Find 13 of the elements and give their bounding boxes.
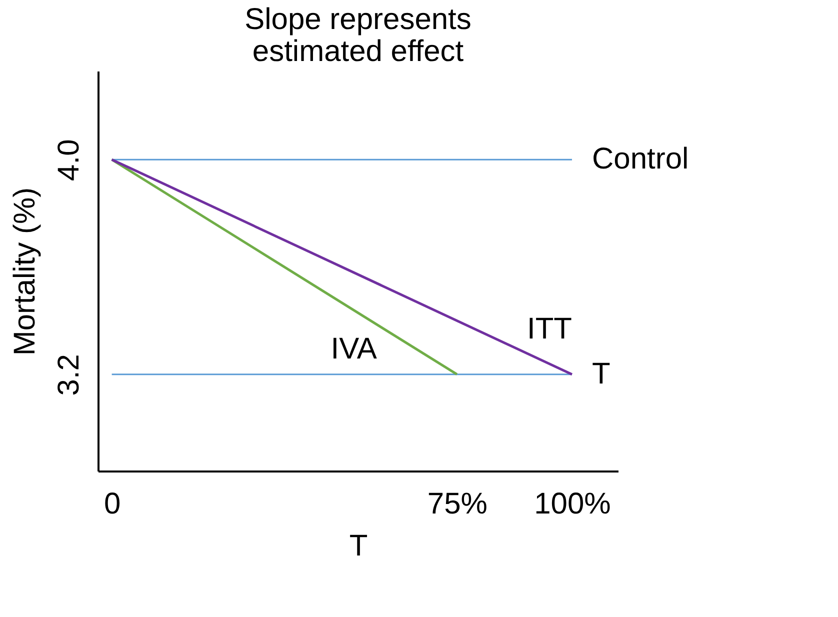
y-axis-title: Mortality (%) (8, 187, 42, 356)
x-axis-title: T (349, 530, 368, 562)
series-label: IVA (330, 332, 377, 366)
y-tick-label: 3.2 (52, 354, 86, 396)
series-label: ITT (526, 312, 572, 346)
text: estimated effect (252, 35, 464, 68)
y-tick-label: 4.0 (52, 139, 86, 181)
series-label: Control (592, 142, 689, 176)
x-tick-label: 100% (534, 488, 611, 520)
text: Slope represents (244, 3, 472, 36)
series-label: T (592, 357, 610, 390)
x-tick-label: 75% (427, 488, 488, 520)
x-tick-label: 0 (104, 488, 121, 520)
